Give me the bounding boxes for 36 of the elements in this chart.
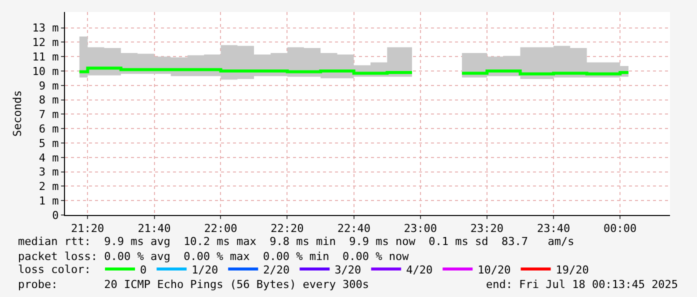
legend-label: 0 [140, 263, 147, 276]
y-axis-title: Seconds [10, 90, 24, 137]
text: median rtt: 9.9 ms avg 10.2 ms max 9.8 ms min 9.9 ms now 0.1 ms sd 83.7 am/s [18, 235, 574, 248]
x-tick-label: 23:00 [404, 222, 437, 236]
y-tick-label: 2 m [38, 180, 60, 194]
y-tick-label: 9 m [38, 79, 60, 92]
x-tick-label: 22:40 [337, 222, 370, 236]
x-tick-label: 22:20 [270, 222, 304, 236]
text: end: Fri Jul 18 00:13:45 2025 [486, 278, 678, 291]
x-tick-label: 00:00 [604, 222, 637, 236]
y-tick-label: 5 m [38, 136, 60, 150]
y-tick-label: 8 m [38, 94, 60, 107]
legend-label: 3/20 [334, 263, 362, 276]
legend-label: 19/20 [556, 263, 589, 276]
legend-title: loss color: [18, 263, 91, 276]
y-tick-label: 0 [52, 208, 59, 222]
legend-label: 1/20 [192, 263, 218, 276]
y-tick-label: 6 m [38, 122, 60, 136]
text: packet loss: 0.00 % avg 0.00 % max 0.00 % min 0.00 % now [18, 250, 410, 263]
y-tick-label: 4 m [38, 151, 60, 164]
y-tick-label: 10 m [32, 64, 60, 78]
legend-label: 2/20 [263, 263, 290, 276]
x-tick-label: 23:40 [537, 222, 570, 236]
x-tick-label: 23:20 [470, 222, 504, 236]
x-tick-label: 21:20 [70, 222, 104, 236]
legend-label: 10/20 [478, 263, 511, 276]
x-tick-label: 21:40 [138, 222, 171, 236]
y-tick-label: 1 m [38, 194, 60, 208]
y-tick-label: 13 m [32, 22, 60, 35]
x-tick-label: 22:00 [204, 222, 238, 236]
text: probe: 20 ICMP Echo Pings (56 Bytes) every 300s [18, 278, 369, 291]
y-tick-label: 12 m [32, 36, 60, 50]
y-tick-label: 7 m [38, 108, 60, 122]
y-tick-label: 3 m [38, 166, 60, 179]
y-tick-label: 11 m [32, 50, 60, 64]
legend-label: 4/20 [406, 263, 433, 276]
